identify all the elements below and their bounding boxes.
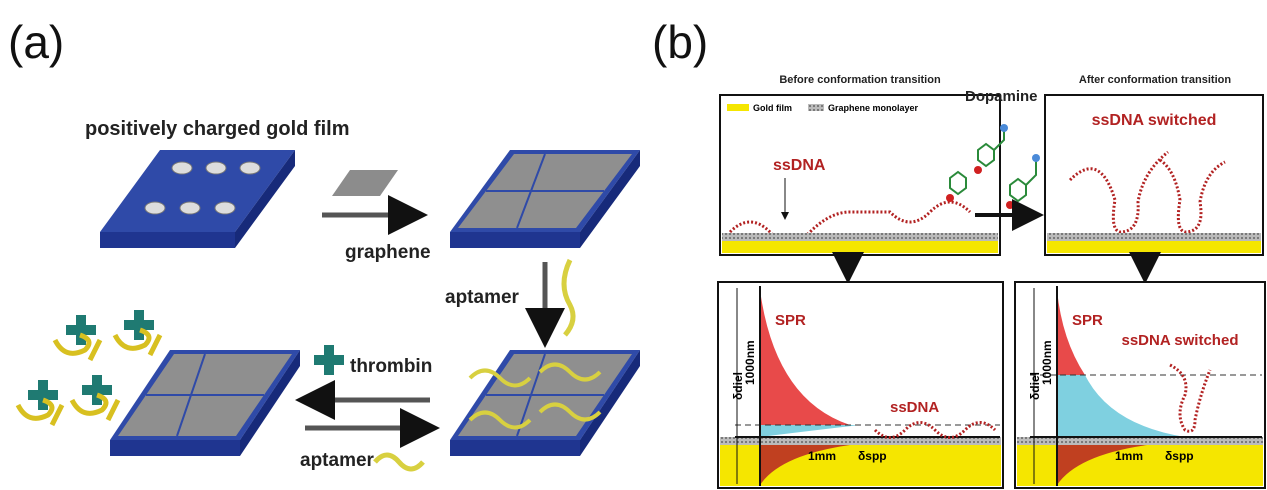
panel-title: positively charged gold film <box>85 118 350 140</box>
gold-layer <box>722 241 998 253</box>
distance-label: 1mm <box>1115 449 1143 463</box>
aptamer-strand <box>564 260 573 335</box>
graphene-layer <box>1017 437 1263 445</box>
step-label: aptamer <box>445 287 520 308</box>
depth-label: 1000nm <box>1040 340 1054 385</box>
peak-label: SPR <box>775 312 806 329</box>
reagent-label: Dopamine <box>965 88 1038 105</box>
peak-label: SPR <box>1072 312 1103 329</box>
thrombin-icon <box>314 345 344 375</box>
legend-swatch <box>808 104 824 111</box>
graphene-plate <box>450 150 640 248</box>
box-title: Before conformation transition <box>779 74 941 86</box>
graphene-layer <box>720 437 1001 445</box>
axis-label: δspp <box>858 449 887 463</box>
box-title: After conformation transition <box>1079 74 1231 86</box>
panel-label: (b) <box>652 16 708 68</box>
step-label: aptamer <box>300 450 375 471</box>
panel-label: (a) <box>8 16 64 68</box>
figure: (a) positively charged gold film graphen… <box>0 0 1267 490</box>
step-label: graphene <box>345 242 431 263</box>
depth-label: 1000nm <box>743 340 757 385</box>
graphene-layer <box>722 233 998 241</box>
legend-text: Gold film <box>753 103 792 113</box>
molecule-label: ssDNA switched <box>1092 112 1217 129</box>
aptamer-strand <box>375 455 423 469</box>
distance-label: 1mm <box>808 449 836 463</box>
graphene-layer <box>1047 233 1261 241</box>
step-label: thrombin <box>350 356 432 377</box>
graphene-sheet <box>332 170 398 196</box>
graphene-plate <box>110 350 300 456</box>
before-box <box>720 95 1000 255</box>
molecule-label: ssDNA switched <box>1122 332 1239 349</box>
molecule-label: ssDNA <box>890 399 939 416</box>
axis-label: δspp <box>1165 449 1194 463</box>
molecule-label: ssDNA <box>773 157 826 174</box>
legend-text: Graphene monolayer <box>828 103 919 113</box>
gold-plate <box>100 150 295 248</box>
aptamer-plate <box>450 350 640 456</box>
gold-layer <box>1047 241 1261 253</box>
legend-swatch <box>727 104 749 111</box>
